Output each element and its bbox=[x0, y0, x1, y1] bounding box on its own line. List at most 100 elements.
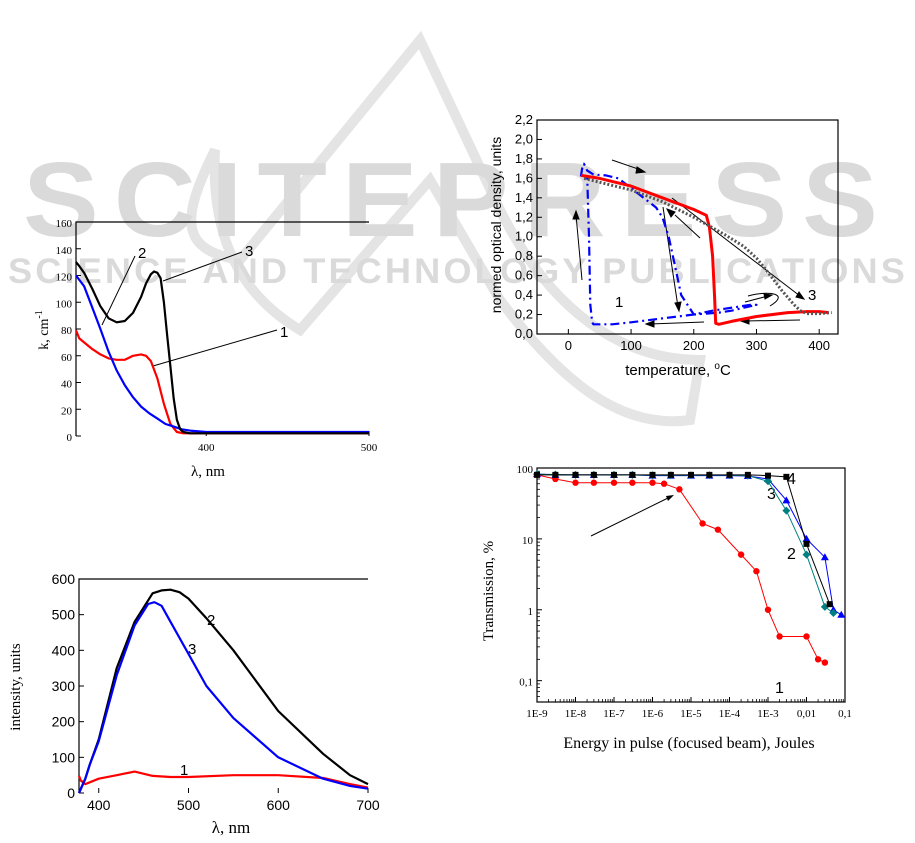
y-tick-label: 0,0 bbox=[515, 326, 533, 341]
series-4-point bbox=[552, 471, 559, 478]
optical-density-series-1-label: 1 bbox=[615, 294, 623, 311]
x-tick-label: 400 bbox=[198, 442, 215, 454]
fluorescence-series-3-label: 3 bbox=[188, 641, 196, 658]
y-tick-label: 0,1 bbox=[519, 677, 533, 689]
absorption-series-2-label: 2 bbox=[138, 245, 146, 262]
series-1-point bbox=[676, 486, 683, 493]
y-tick-label: 100 bbox=[52, 749, 76, 765]
series-2-point bbox=[820, 553, 829, 561]
series-3-line bbox=[77, 601, 369, 794]
transmission-pointer bbox=[590, 496, 671, 537]
plot-frame bbox=[536, 467, 846, 703]
series-2-line bbox=[580, 173, 829, 326]
absorption-xlabel: λ, nm bbox=[191, 464, 225, 480]
series-4-point bbox=[534, 471, 540, 478]
series-1-point bbox=[572, 479, 579, 486]
optical-density-ylabel: normed optical density, units bbox=[488, 137, 504, 313]
series-3-line bbox=[536, 473, 834, 614]
series-4-point bbox=[667, 471, 674, 478]
absorption-pointer-1 bbox=[152, 329, 278, 367]
y-tick-label: 300 bbox=[52, 678, 76, 694]
x-tick-label: 1E-3 bbox=[757, 708, 779, 720]
series-3-line bbox=[75, 261, 369, 435]
series-1-point bbox=[590, 479, 598, 486]
y-tick-label: 140 bbox=[56, 245, 73, 257]
transmission-series-4-label: 4 bbox=[787, 471, 796, 488]
transmission-chart: Transmission, % Energy in pulse (focused… bbox=[481, 464, 852, 752]
absorption-ylabel: k, cm-1 bbox=[34, 310, 52, 349]
series-4-point bbox=[706, 471, 713, 478]
y-tick-label: 1 bbox=[528, 606, 534, 618]
od-arrowhead bbox=[763, 293, 774, 300]
od-arrowhead bbox=[795, 291, 806, 300]
series-1-point bbox=[737, 551, 745, 558]
od-arrowhead bbox=[665, 208, 676, 218]
series-4-point bbox=[611, 471, 617, 478]
od-arrowhead bbox=[644, 320, 655, 328]
transmission-series-3-label: 3 bbox=[767, 486, 776, 503]
x-tick-label: 300 bbox=[746, 338, 768, 353]
y-tick-label: 1,4 bbox=[515, 190, 533, 205]
series-1-point bbox=[714, 526, 722, 533]
plot-frame bbox=[78, 578, 369, 794]
y-tick-label: 2,2 bbox=[515, 112, 533, 127]
optical-density-series-3-label: 3 bbox=[808, 287, 816, 304]
od-arrow bbox=[611, 159, 642, 171]
y-tick-label: 0,8 bbox=[515, 248, 533, 263]
x-tick-label: 0,01 bbox=[797, 708, 816, 720]
x-tick-label: 500 bbox=[361, 442, 378, 454]
x-tick-label: 400 bbox=[87, 797, 111, 813]
od-arrowhead bbox=[635, 166, 647, 174]
watermark-swoosh bbox=[186, 30, 706, 427]
od-arrow bbox=[671, 197, 801, 297]
series-2-line bbox=[536, 473, 842, 616]
series-4-point bbox=[572, 471, 579, 478]
x-tick-label: 200 bbox=[683, 338, 705, 353]
x-tick-label: 1E-4 bbox=[719, 708, 741, 720]
y-tick-label: 1,2 bbox=[515, 209, 533, 224]
series-3-point bbox=[782, 506, 791, 515]
od-arrowhead bbox=[674, 301, 682, 313]
y-tick-label: 0,4 bbox=[515, 287, 533, 302]
y-tick-label: 500 bbox=[52, 607, 76, 623]
transmission-series-2-label: 2 bbox=[787, 546, 796, 563]
series-1-line bbox=[579, 162, 758, 326]
series-4-point bbox=[765, 472, 771, 479]
y-tick-label: 10 bbox=[522, 535, 534, 547]
y-tick-label: 400 bbox=[52, 642, 76, 658]
od-arrow bbox=[575, 214, 583, 281]
x-tick-label: 100 bbox=[620, 338, 642, 353]
x-tick-label: 1E-8 bbox=[565, 708, 587, 720]
series-4-point bbox=[590, 471, 597, 478]
series-4-point bbox=[783, 473, 790, 480]
y-tick-label: 20 bbox=[61, 405, 73, 417]
y-tick-label: 0,6 bbox=[515, 268, 533, 283]
series-4-point bbox=[688, 471, 694, 478]
series-2-line bbox=[75, 274, 369, 434]
transmission-ylabel: Transmission, % bbox=[481, 541, 497, 641]
fluorescence-ylabel: intensity, units bbox=[8, 643, 24, 731]
series-1-point bbox=[649, 479, 656, 486]
y-tick-label: 0 bbox=[67, 785, 75, 801]
series-2-point bbox=[782, 496, 791, 504]
watermark-title: SCITEPRESS bbox=[23, 141, 893, 259]
x-tick-label: 700 bbox=[356, 797, 380, 813]
series-1-point bbox=[803, 633, 810, 640]
x-tick-label: 0,1 bbox=[838, 708, 852, 720]
series-1-point bbox=[753, 568, 760, 575]
absorption-series-1-label: 1 bbox=[280, 324, 288, 341]
series-3-point bbox=[764, 477, 772, 486]
y-tick-label: 2,0 bbox=[515, 131, 533, 146]
fluorescence-series-2-label: 2 bbox=[207, 612, 215, 629]
watermark-subtitle: SCIENCE AND TECHNOLOGY PUBLICATIONS bbox=[8, 252, 908, 291]
series-1-point bbox=[610, 479, 618, 486]
x-tick-label: 400 bbox=[808, 338, 830, 353]
series-1-point bbox=[699, 520, 706, 527]
y-tick-label: 40 bbox=[61, 379, 73, 391]
series-4-point bbox=[726, 471, 733, 478]
series-4-point bbox=[803, 540, 810, 547]
y-tick-label: 0 bbox=[67, 432, 73, 444]
series-4-line bbox=[537, 474, 831, 605]
x-tick-label: 1E-5 bbox=[680, 708, 702, 720]
